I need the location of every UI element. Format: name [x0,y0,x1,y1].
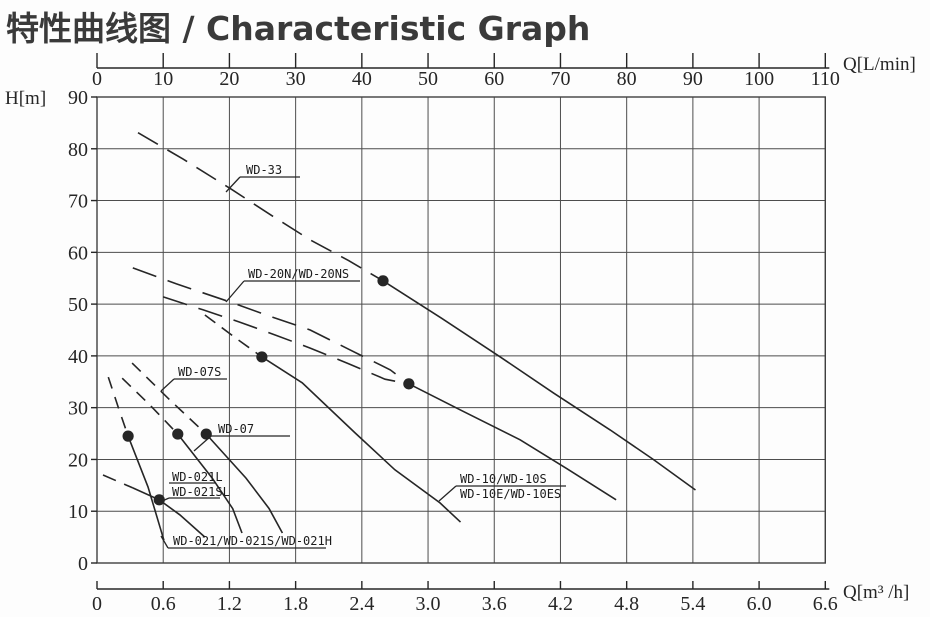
left-axis-tick-label: 70 [68,191,88,213]
curve-label-wd021l: WD-021SL [172,485,230,499]
bottom-axis-tick-label: 5.4 [680,593,705,615]
curve-solid-wd20n [408,383,617,501]
top-axis-tick-label: 10 [153,68,173,90]
left-axis: 90 80 70 60 50 40 30 20 10 0 H[m] [5,87,97,575]
curve-dashed-wd10 [204,314,263,358]
bottom-axis-tick-label: 1.8 [283,593,308,615]
top-axis-tick-label: 40 [352,68,372,90]
bottom-axis-tick-label: 3.0 [416,593,441,615]
curve-label-leader-wd10 [438,485,457,502]
top-axis-tick-label: 20 [219,68,239,90]
bottom-axis-unit-label: Q[m³ /h] [843,582,909,603]
bottom-axis-tick-label: 3.6 [482,593,507,615]
curve-dashed-wd33 [137,132,384,282]
curve-solid-wd021 [127,435,165,541]
left-axis-unit-label: H[m] [5,88,46,109]
bottom-axis-tick-label: 4.2 [548,593,573,615]
curve-dashed-wd021 [107,376,129,437]
left-axis-tick-label: 90 [68,87,88,109]
duty-point-wd021l [153,494,165,506]
curve-solid-wd33 [382,280,696,491]
curve-label-wd07: WD-07 [218,422,254,436]
curve-solid-wd10 [261,356,462,523]
curve-label-leader-wd33 [225,176,241,193]
curve-dashed-wd07s [131,362,207,435]
curve-dashed-wd07 [121,377,179,435]
left-axis-tick-label: 40 [68,346,88,368]
top-axis-tick-label: 90 [683,68,703,90]
top-axis-tick-label: 50 [418,68,438,90]
left-axis-tick-label: 50 [68,294,88,316]
curve-labels: WD-33WD-20N/WD-20NSWD-07SWD-07WD-021LWD-… [159,163,566,549]
top-axis-unit-label: Q[L/min] [843,54,916,75]
top-axis-tick-label: 100 [744,68,774,90]
duty-point-wd33 [377,275,389,287]
curve-label-leader-wd021 [160,535,169,549]
top-axis-tick-label: 80 [617,68,637,90]
curve-label-leader-wd20n [225,280,245,303]
bottom-axis-tick-label: 0.6 [151,593,176,615]
curve-label-wd021: WD-021/WD-021S/WD-021H [173,534,332,548]
curve-label-wd021l: WD-021L [172,470,223,484]
curve-label-leader-wd07 [193,435,212,452]
left-axis-tick-label: 20 [68,449,88,471]
top-axis-tick-label: 110 [811,68,840,90]
bottom-axis: 0 0.6 1.2 1.8 2.4 3.0 3.6 4.2 4.8 5.4 6.0 6.6Q[m³ /… [92,581,909,615]
curve-label-leader-wd07s [160,378,175,392]
left-axis-tick-label: 0 [78,553,88,575]
curve-solid-wd07s [205,433,284,534]
plot-border [96,96,826,564]
left-axis-tick-label: 10 [68,501,88,523]
duty-point-wd07s [200,428,212,440]
bottom-axis-tick-label: 1.2 [217,593,242,615]
curve-dashed-wd021l [102,474,134,489]
curve-label-leader-wd021l [159,497,170,503]
bottom-axis-tick-label: 2.4 [349,593,374,615]
bottom-axis-tick-label: 6.0 [747,593,772,615]
left-axis-tick-label: 30 [68,398,88,420]
top-axis-tick-label: 60 [484,68,504,90]
curve-label-wd07s: WD-07S [178,365,221,379]
top-axis-tick-label: 30 [286,68,306,90]
bottom-axis-tick-label: 0 [92,593,102,615]
bottom-axis-tick-label: 6.6 [813,593,838,615]
duty-point-wd07 [172,428,184,440]
duty-point-wd021 [122,430,134,442]
duty-point-wd10 [256,351,268,363]
left-axis-tick-label: 80 [68,139,88,161]
curve-solid-wd021l [132,487,206,538]
curve-label-wd20n: WD-20N/WD-20NS [248,267,349,281]
curve-dashed-wd20n [132,267,410,385]
curve-dashed2-wd20n [162,296,409,385]
curve-label-wd33: WD-33 [246,163,282,177]
left-axis-tick-label: 60 [68,242,88,264]
curve-label-wd10: WD-10/WD-10S [460,472,547,486]
top-axis-tick-label: 70 [550,68,570,90]
curve-solid-wd07 [177,433,243,534]
page-title: 特性曲线图 / Characteristic Graph [6,9,591,48]
curve-label-wd10: WD-10E/WD-10ES [460,487,561,501]
top-axis-tick-label: 0 [92,68,102,90]
bottom-axis-tick-label: 4.8 [614,593,639,615]
duty-point-wd20n [403,378,415,390]
pump-curves [102,132,696,541]
